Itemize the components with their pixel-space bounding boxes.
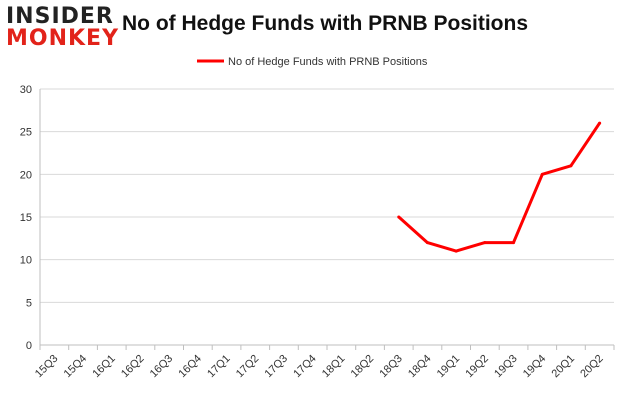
y-tick-label: 0: [26, 340, 32, 352]
x-tick-label: 18Q4: [406, 353, 434, 381]
data-point: [569, 164, 573, 168]
y-axis-ticks: 0 5 10 15 20 25 30: [20, 84, 32, 352]
data-point: [397, 215, 401, 219]
x-tick-label: 19Q2: [463, 353, 491, 381]
data-point: [540, 172, 544, 176]
x-tick-label: 16Q4: [176, 353, 204, 381]
x-tick-label: 18Q2: [349, 353, 377, 381]
x-tick-label: 19Q4: [521, 353, 549, 381]
insider-monkey-logo: INSIDER MONKEY: [6, 4, 120, 51]
data-point: [483, 241, 487, 245]
x-tick-label: 16Q1: [90, 353, 118, 381]
x-tick-label: 18Q1: [320, 353, 348, 381]
data-point: [598, 121, 602, 125]
y-tick-label: 15: [20, 212, 32, 224]
data-point: [512, 241, 516, 245]
x-tick-label: 17Q4: [291, 353, 319, 381]
chart-title: No of Hedge Funds with PRNB Positions: [122, 12, 528, 35]
x-tick-label: 19Q1: [435, 353, 463, 381]
grid-lines: [40, 88, 614, 303]
data-point: [425, 241, 429, 245]
x-tick-label: 18Q3: [377, 353, 405, 381]
x-tick-label: 16Q3: [148, 353, 176, 381]
y-tick-label: 10: [20, 255, 32, 267]
x-axis-ticks: 15Q3 15Q4 16Q1 16Q2 16Q3 16Q4 17Q1 17Q2 17Q3 17Q4…: [33, 345, 615, 381]
x-tick-label: 20Q1: [550, 353, 578, 381]
x-tick-label: 17Q1: [205, 353, 233, 381]
x-tick-label: 16Q2: [119, 353, 147, 381]
series-line: [397, 122, 601, 253]
x-tick-label: 17Q2: [234, 353, 262, 381]
series-layer: [397, 121, 602, 253]
data-point: [454, 249, 458, 253]
legend-label: No of Hedge Funds with PRNB Positions: [228, 56, 428, 68]
x-tick-label: 20Q2: [578, 353, 606, 381]
legend: No of Hedge Funds with PRNB Positions: [197, 56, 428, 68]
y-tick-label: 5: [26, 297, 32, 309]
y-tick-label: 25: [20, 127, 32, 139]
x-tick-label: 17Q3: [263, 353, 291, 381]
y-tick-label: 30: [20, 84, 32, 96]
x-tick-label: 19Q3: [492, 353, 520, 381]
logo-line-2: MONKEY: [6, 26, 120, 51]
x-tick-label: 15Q3: [33, 353, 61, 381]
y-tick-label: 20: [20, 169, 32, 181]
x-tick-label: 15Q4: [62, 353, 90, 381]
logo-line-1: INSIDER: [6, 4, 114, 29]
